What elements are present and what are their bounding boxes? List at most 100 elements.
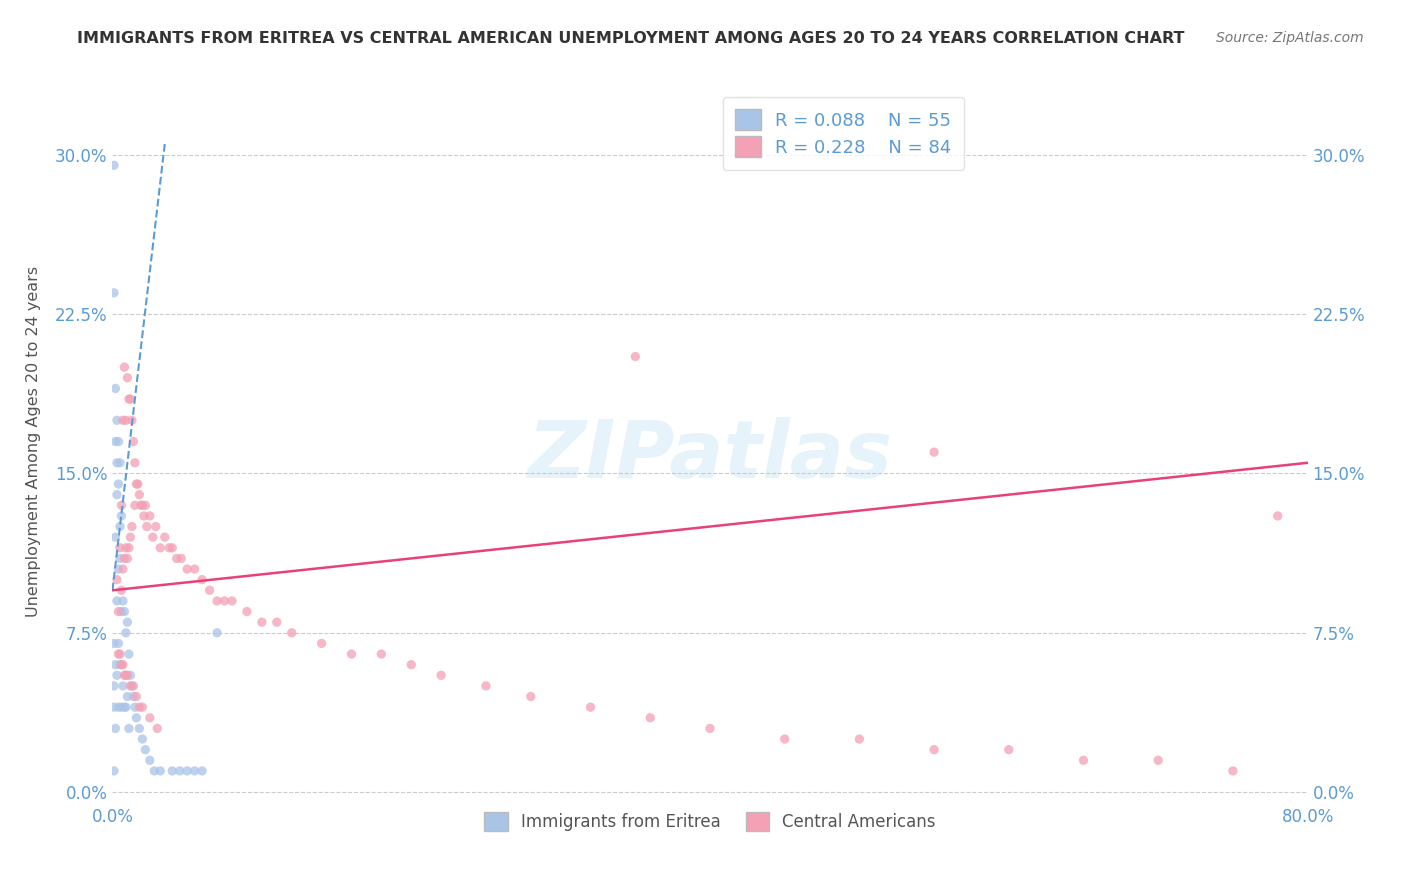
Point — [145, 519, 167, 533]
Text: IMMIGRANTS FROM ERITREA VS CENTRAL AMERICAN UNEMPLOYMENT AMONG AGES 20 TO 24 YEA: IMMIGRANTS FROM ERITREA VS CENTRAL AMERI… — [77, 31, 1185, 46]
Point — [124, 700, 146, 714]
Point — [134, 498, 156, 512]
Point — [624, 350, 647, 364]
Point — [162, 764, 183, 778]
Point — [139, 753, 162, 767]
Point — [922, 445, 945, 459]
Point — [104, 530, 127, 544]
Point — [998, 742, 1021, 756]
Point — [108, 519, 131, 533]
Point — [103, 679, 125, 693]
Point — [120, 679, 142, 693]
Point — [1147, 753, 1170, 767]
Point — [110, 498, 132, 512]
Point — [117, 668, 139, 682]
Point — [107, 434, 129, 449]
Point — [129, 498, 152, 512]
Point — [122, 690, 145, 704]
Point — [114, 551, 135, 566]
Point — [135, 519, 157, 533]
Point — [214, 594, 236, 608]
Point — [128, 488, 150, 502]
Point — [169, 764, 191, 778]
Point — [699, 722, 721, 736]
Point — [118, 722, 141, 736]
Point — [236, 605, 259, 619]
Point — [183, 764, 205, 778]
Point — [205, 594, 228, 608]
Point — [114, 668, 135, 682]
Point — [250, 615, 273, 630]
Point — [105, 456, 128, 470]
Point — [170, 551, 193, 566]
Point — [132, 508, 155, 523]
Point — [142, 530, 165, 544]
Point — [105, 573, 128, 587]
Point — [110, 700, 132, 714]
Point — [107, 647, 129, 661]
Point — [105, 668, 128, 682]
Point — [131, 732, 153, 747]
Point — [120, 530, 142, 544]
Point — [118, 541, 141, 555]
Point — [115, 541, 138, 555]
Point — [108, 657, 131, 672]
Point — [108, 541, 131, 555]
Point — [115, 700, 138, 714]
Point — [118, 392, 141, 406]
Point — [134, 742, 156, 756]
Point — [131, 700, 153, 714]
Legend: Immigrants from Eritrea, Central Americans: Immigrants from Eritrea, Central America… — [474, 802, 946, 841]
Point — [117, 690, 139, 704]
Point — [191, 573, 214, 587]
Point — [139, 711, 162, 725]
Point — [128, 700, 150, 714]
Point — [131, 498, 153, 512]
Point — [103, 285, 125, 300]
Point — [114, 360, 135, 375]
Point — [370, 647, 392, 661]
Point — [104, 381, 127, 395]
Point — [114, 700, 135, 714]
Text: Source: ZipAtlas.com: Source: ZipAtlas.com — [1216, 31, 1364, 45]
Point — [111, 657, 134, 672]
Point — [104, 722, 127, 736]
Point — [103, 158, 125, 172]
Point — [773, 732, 796, 747]
Point — [108, 456, 131, 470]
Point — [157, 541, 180, 555]
Point — [266, 615, 288, 630]
Point — [105, 488, 128, 502]
Point — [205, 625, 228, 640]
Point — [149, 541, 172, 555]
Point — [149, 764, 172, 778]
Point — [111, 679, 134, 693]
Point — [125, 711, 148, 725]
Point — [107, 562, 129, 576]
Point — [111, 413, 134, 427]
Point — [176, 764, 198, 778]
Point — [110, 583, 132, 598]
Point — [104, 657, 127, 672]
Point — [103, 636, 125, 650]
Point — [198, 583, 221, 598]
Point — [111, 594, 134, 608]
Point — [1222, 764, 1244, 778]
Point — [221, 594, 243, 608]
Point — [110, 605, 132, 619]
Point — [311, 636, 333, 650]
Point — [107, 636, 129, 650]
Point — [108, 551, 131, 566]
Point — [114, 605, 135, 619]
Point — [105, 594, 128, 608]
Point — [105, 413, 128, 427]
Point — [128, 722, 150, 736]
Point — [107, 605, 129, 619]
Point — [166, 551, 188, 566]
Point — [111, 562, 134, 576]
Point — [122, 679, 145, 693]
Point — [117, 551, 139, 566]
Point — [922, 742, 945, 756]
Point — [520, 690, 543, 704]
Point — [103, 700, 125, 714]
